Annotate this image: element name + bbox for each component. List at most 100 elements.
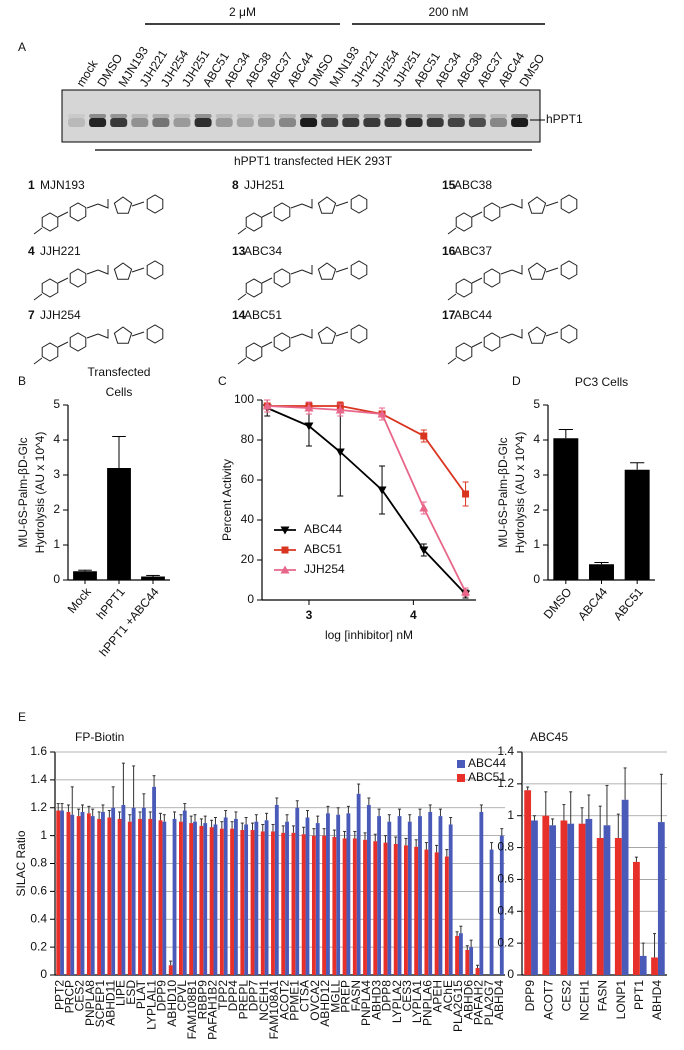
y-tick-label: 1 <box>40 828 47 842</box>
bond <box>301 199 313 209</box>
bar <box>589 564 614 580</box>
x-tick-label: LYPLAL1 <box>144 980 158 1030</box>
x-tick-label: CES3 <box>400 980 414 1012</box>
series-line <box>267 405 467 495</box>
bar <box>549 825 556 975</box>
gel-band-upper <box>300 114 318 118</box>
marker <box>335 448 345 457</box>
y-tick-label: 2 <box>53 502 60 516</box>
bar <box>66 811 71 975</box>
x-tick-label: PAFAH2 <box>472 980 486 1025</box>
bar <box>233 818 238 975</box>
bond <box>447 357 457 365</box>
panel-letter: D <box>512 374 521 388</box>
ring <box>146 260 164 280</box>
bar <box>271 831 275 975</box>
bar <box>219 828 224 975</box>
gel-band <box>363 118 381 127</box>
marker <box>419 546 429 555</box>
bar <box>121 804 126 975</box>
structure <box>447 194 578 235</box>
compound-label: ABC34 <box>244 244 282 258</box>
gel-band <box>236 118 254 127</box>
bond <box>500 333 513 339</box>
gel-band-upper <box>321 114 339 118</box>
legend-swatch <box>457 760 465 768</box>
x-tick-label: SCPEP1 <box>93 980 107 1028</box>
bar <box>70 814 75 975</box>
bar <box>322 835 327 975</box>
bar <box>397 816 402 975</box>
bond <box>290 333 303 339</box>
marker <box>462 490 470 498</box>
bond <box>97 199 109 209</box>
gel-band <box>68 118 85 127</box>
bar <box>285 821 289 975</box>
bar <box>182 810 187 975</box>
bar <box>346 813 351 975</box>
bond <box>57 341 69 348</box>
ring <box>113 262 133 280</box>
y-tick-label: 5 <box>533 397 540 411</box>
bar <box>179 821 183 975</box>
ring <box>560 260 578 280</box>
bond <box>131 267 145 273</box>
gel-caption: hPPT1 transfected HEK 293T <box>234 154 393 168</box>
bar <box>101 811 105 975</box>
y-tick-label: 1.6 <box>30 744 47 758</box>
bar <box>438 816 443 975</box>
group-label: 2 μM <box>229 5 256 19</box>
ring <box>273 202 291 222</box>
x-tick-label: ABHD4 <box>492 980 506 1020</box>
bar <box>393 843 398 975</box>
y-tick-label: 3 <box>533 467 540 481</box>
x-tick-label: PRCP <box>63 980 77 1013</box>
x-tick-label: DPP8 <box>380 980 394 1012</box>
gel-band <box>426 118 444 127</box>
bond <box>237 227 247 235</box>
bond <box>33 227 43 235</box>
bar <box>332 837 337 975</box>
legend-label: ABC51 <box>304 542 342 556</box>
ring <box>146 194 164 214</box>
gel-band <box>194 118 212 127</box>
bar <box>107 817 112 975</box>
bond <box>290 203 303 209</box>
ring <box>273 268 291 288</box>
y-tick-label: 0.6 <box>497 872 514 886</box>
bar <box>624 469 650 580</box>
bar <box>141 576 165 580</box>
legend-label: ABC51 <box>468 770 506 784</box>
y-tick-label: 1.2 <box>30 800 47 814</box>
structure <box>33 194 164 235</box>
panel-letter: B <box>18 374 26 388</box>
bar <box>531 820 538 975</box>
bar <box>291 832 296 975</box>
x-tick-label: NCEH1 <box>257 980 271 1021</box>
compound-label: 8 <box>232 178 239 192</box>
x-tick-label: PLA2G7 <box>482 980 496 1026</box>
y-tick-label: 0.2 <box>30 939 47 953</box>
bar <box>131 807 136 975</box>
ring <box>350 260 368 280</box>
gel-band <box>215 118 233 127</box>
ring <box>350 324 368 344</box>
marker <box>377 409 387 418</box>
gel-band <box>342 118 360 127</box>
y-tick-label: 3 <box>53 467 60 481</box>
x-tick-label: ABHD11 <box>103 980 117 1026</box>
bar <box>542 815 550 975</box>
gel-band-upper <box>194 114 212 118</box>
ring <box>69 268 87 288</box>
bar <box>209 827 214 975</box>
x-tick-label: RBBP9 <box>195 980 209 1020</box>
bar <box>254 821 259 975</box>
bar <box>301 834 306 975</box>
x-tick-label: AChE <box>441 980 455 1011</box>
compound-label: 4 <box>28 244 35 258</box>
structure <box>33 260 164 301</box>
bar <box>80 811 85 975</box>
bond <box>86 203 99 209</box>
gel-band <box>173 118 191 127</box>
compound-label: 13 <box>232 244 246 258</box>
